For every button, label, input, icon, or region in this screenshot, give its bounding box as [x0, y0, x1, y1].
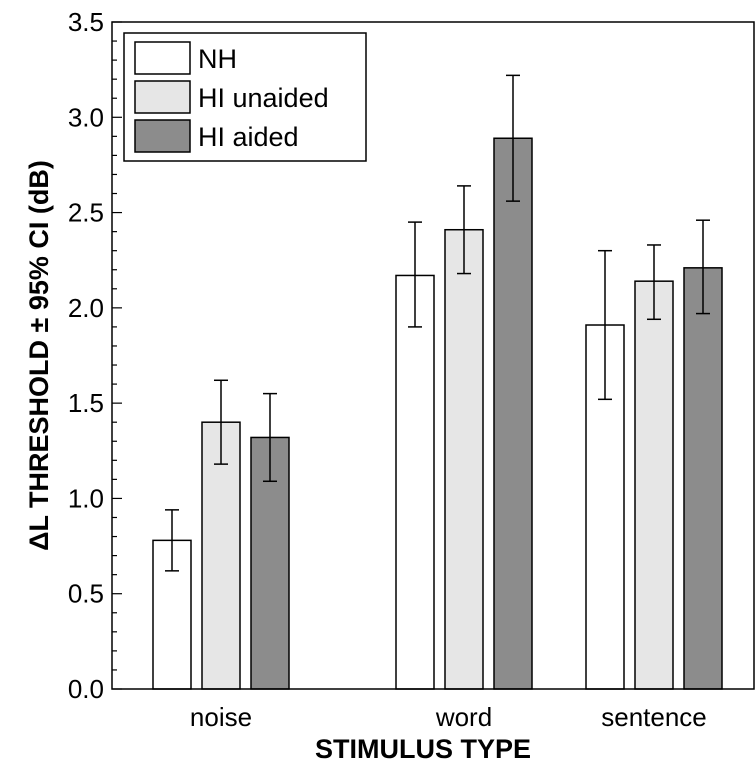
bar: [201, 421, 241, 690]
x-tick-label: noise: [190, 702, 252, 732]
bar: [683, 267, 723, 690]
x-axis-title: STIMULUS TYPE: [315, 734, 531, 764]
y-axis-title: ΔL THRESHOLD ± 95% CI (dB): [24, 160, 54, 551]
y-tick-label: 3.5: [68, 7, 104, 37]
y-tick-label: 1.5: [68, 388, 104, 418]
bar: [444, 228, 484, 690]
x-tick-label: word: [435, 702, 492, 732]
x-tick-label: sentence: [601, 702, 707, 732]
y-tick-label: 2.0: [68, 293, 104, 323]
legend-swatch: [134, 119, 191, 153]
legend-label: NH: [198, 44, 237, 74]
bar: [493, 137, 533, 690]
error-bars: [165, 74, 710, 572]
y-tick-label: 1.0: [68, 483, 104, 513]
y-tick-label: 0.0: [68, 674, 104, 704]
legend: NH HI unaided HI aided: [123, 32, 367, 162]
legend-swatch: [134, 80, 191, 114]
legend-label: HI unaided: [198, 83, 329, 113]
plot-frame: [111, 21, 755, 690]
bars: [152, 137, 723, 690]
y-tick-label: 0.5: [68, 579, 104, 609]
x-axis-ticks: noise word sentence: [190, 679, 707, 732]
bar: [395, 274, 435, 690]
y-tick-label: 3.0: [68, 102, 104, 132]
bar: [634, 280, 674, 690]
y-tick-label: 2.5: [68, 198, 104, 228]
legend-label: HI aided: [198, 122, 299, 152]
legend-swatch: [134, 41, 191, 75]
y-axis-ticks: 0.0 0.5 1.0 1.5 2.0 2.5 3.0 3.5: [68, 7, 122, 704]
